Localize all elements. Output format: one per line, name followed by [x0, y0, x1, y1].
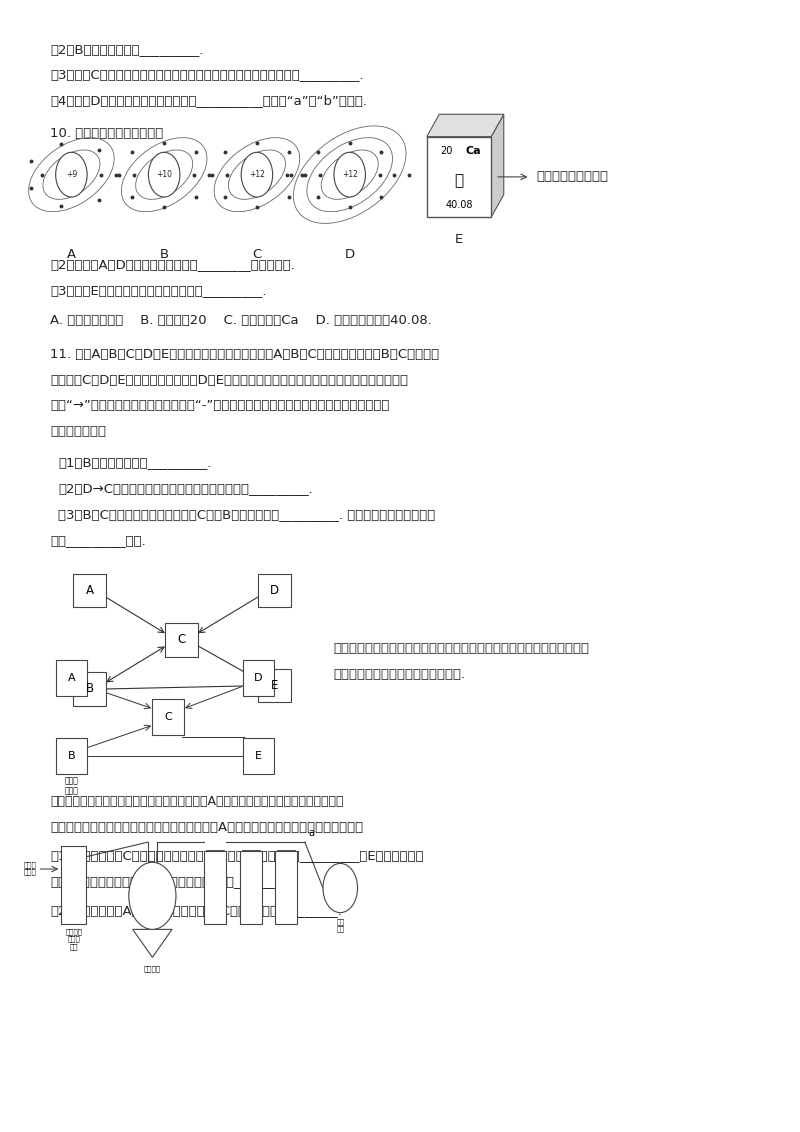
Text: 氪化馒和
氪化镐
固体: 氪化馒和 氪化镐 固体 [66, 928, 82, 950]
FancyBboxPatch shape [56, 660, 87, 696]
FancyBboxPatch shape [204, 851, 226, 924]
Text: 新鲜
鸡血: 新鲜 鸡血 [336, 918, 344, 933]
Circle shape [323, 864, 358, 912]
FancyBboxPatch shape [165, 623, 198, 657]
Polygon shape [491, 114, 504, 217]
FancyBboxPatch shape [61, 846, 86, 924]
Text: 【设计实验】所用装置如图所示．【资料信息：A装置用于吸收空气中的水和二氧化碳）: 【设计实验】所用装置如图所示．【资料信息：A装置用于吸收空气中的水和二氧化碳） [50, 821, 363, 834]
Text: B: B [86, 683, 94, 695]
Text: E: E [270, 679, 278, 692]
Text: D: D [254, 672, 262, 683]
FancyBboxPatch shape [56, 738, 87, 774]
Text: 11. 已经A、B、C、D、E是初中常见的化学物质，其中A、B、C都含有碳元素，且B、C所含的元: 11. 已经A、B、C、D、E是初中常见的化学物质，其中A、B、C都含有碳元素，… [50, 348, 439, 361]
Text: 某课外活动小组对竹炭进行初步探究.: 某课外活动小组对竹炭进行初步探究. [333, 668, 466, 680]
Text: 竹炭粉末: 竹炭粉末 [144, 966, 161, 971]
FancyBboxPatch shape [242, 738, 274, 774]
Text: +12: +12 [342, 170, 358, 179]
Text: （2）B实验中的现象是_________.: （2）B实验中的现象是_________. [50, 43, 203, 55]
Text: （4）若用D装置收集氧气，则气体应从__________端（填“a”或“b”）导入.: （4）若用D装置收集氧气，则气体应从__________端（填“a”或“b”）导… [50, 94, 367, 108]
Text: （2）小玥认为应在A、B装置间，再增加一个C装置，目的是_________.: （2）小玥认为应在A、B装置间，再增加一个C装置，目的是_________. [50, 903, 342, 917]
Text: C: C [252, 248, 262, 261]
Text: a: a [309, 829, 315, 838]
Polygon shape [426, 114, 504, 137]
Text: 素相同；C、D、E中都含有氧元素．且D、E中都含有三种元素．它们之间的关系如图所示．（图: 素相同；C、D、E中都含有氧元素．且D、E中都含有三种元素．它们之间的关系如图所… [50, 374, 408, 387]
Circle shape [129, 863, 176, 929]
Text: （2）D→C发生化学反应，该反应的化学方程式为_________.: （2）D→C发生化学反应，该反应的化学方程式为_________. [58, 482, 313, 495]
FancyBboxPatch shape [275, 851, 297, 924]
Text: 20: 20 [440, 146, 453, 155]
FancyBboxPatch shape [242, 660, 274, 696]
Text: D: D [270, 584, 278, 597]
FancyBboxPatch shape [73, 672, 106, 705]
Text: D: D [345, 248, 354, 261]
Text: 澄清
石灰
水: 澄清 石灰 水 [211, 876, 219, 899]
Text: （2）请写出A、D元素形成的化合物是________（写名称）.: （2）请写出A、D元素形成的化合物是________（写名称）. [50, 258, 295, 272]
Text: 馒: 馒 [454, 173, 463, 188]
Text: B: B [67, 751, 75, 761]
Circle shape [242, 153, 273, 197]
Text: E: E [455, 233, 463, 246]
Text: E: E [255, 751, 262, 761]
FancyBboxPatch shape [152, 700, 184, 735]
Text: （3）对图E中提供的信息理解不正确的是_________.: （3）对图E中提供的信息理解不正确的是_________. [50, 284, 266, 298]
Text: Ca: Ca [466, 146, 481, 155]
Text: 将空气
入空气: 将空气 入空气 [23, 861, 36, 875]
Text: A: A [67, 248, 76, 261]
FancyBboxPatch shape [258, 669, 290, 703]
Text: A: A [67, 672, 75, 683]
Text: +10: +10 [156, 170, 172, 179]
Text: 型为_________反应.: 型为_________反应. [50, 533, 146, 547]
FancyBboxPatch shape [426, 137, 491, 217]
Text: 中：“→”表示物质存在转化关系，图中“-”表示两端的物质之间能发生化学反应；反应条件和: 中：“→”表示物质存在转化关系，图中“-”表示两端的物质之间能发生化学反应；反应… [50, 400, 390, 412]
Text: （填序号，下同），: （填序号，下同）， [537, 171, 609, 183]
Text: C: C [164, 712, 172, 722]
Text: A: A [86, 584, 94, 597]
FancyBboxPatch shape [258, 574, 290, 608]
Text: +9: +9 [66, 170, 77, 179]
Text: （3）对于C实验，两支试管分别振荡后，右边试管中出现的现象是：_________.: （3）对于C实验，两支试管分别振荡后，右边试管中出现的现象是：_________… [50, 68, 364, 82]
Text: A. 属于非金属元素    B. 质子数为20    C. 元素符号为Ca    D. 相对原子质量为40.08.: A. 属于非金属元素 B. 质子数为20 C. 元素符号为Ca D. 相对原子质… [50, 315, 432, 327]
FancyBboxPatch shape [240, 851, 262, 924]
Text: 部分物质省略）: 部分物质省略） [50, 426, 106, 438]
Text: 10. 结合下列图示回答问题：: 10. 结合下列图示回答问题： [50, 127, 163, 139]
Text: +12: +12 [249, 170, 265, 179]
Text: 鸡血变为暗红色．此实验说明竹炭具有的化学性质是_________.: 鸡血变为暗红色．此实验说明竹炭具有的化学性质是_________. [50, 875, 298, 887]
Text: 与空气净化为一体的产品．这种产品可对车内及室内空气中的一氧化碳、: 与空气净化为一体的产品．这种产品可对车内及室内空气中的一氧化碳、 [333, 642, 589, 655]
Text: B: B [160, 248, 169, 261]
Text: 将空气
入空气: 将空气 入空气 [65, 777, 78, 796]
Text: C: C [178, 633, 186, 646]
Text: （1）B物质的化学式为_________.: （1）B物质的化学式为_________. [58, 456, 211, 470]
Text: 【设计实验】所用装置如图所示．【资料信息：A装置用于吸收空气中的水和二氧化碳）: 【设计实验】所用装置如图所示．【资料信息：A装置用于吸收空气中的水和二氧化碳） [50, 795, 344, 808]
Circle shape [334, 153, 366, 197]
FancyBboxPatch shape [73, 574, 106, 608]
Text: 40.08: 40.08 [446, 200, 473, 211]
Circle shape [56, 153, 87, 197]
Text: （1）实验开始后，C装置中产生白色沉淠，发生反应的化学方程式为_________，E装置中新鲜的: （1）实验开始后，C装置中产生白色沉淠，发生反应的化学方程式为_________… [50, 849, 424, 861]
Circle shape [149, 153, 180, 197]
Text: 氪氧
化镐
溶液: 氪氧 化镐 溶液 [246, 876, 254, 899]
Text: （3）B、C之间能相互转化，请写出C转化B的化学方程式_________. 所属的化学反应的基本类: （3）B、C之间能相互转化，请写出C转化B的化学方程式_________. 所属… [58, 508, 435, 521]
